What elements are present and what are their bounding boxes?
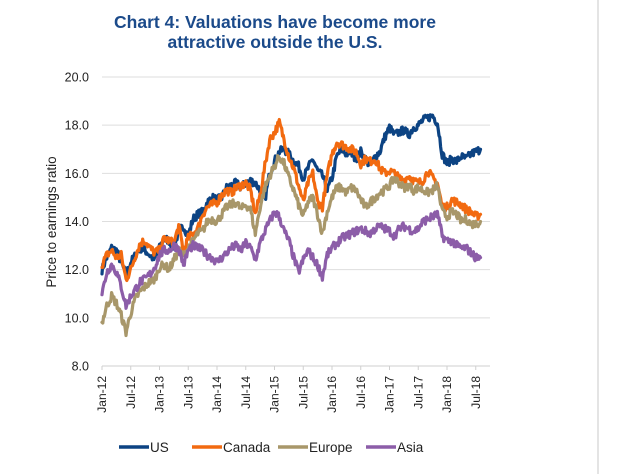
legend-label-europe: Europe xyxy=(309,440,353,455)
x-tick-label: Jul-15 xyxy=(296,376,310,409)
y-tick-label: 14.0 xyxy=(65,215,89,229)
x-tick-label: Jan-16 xyxy=(325,376,339,413)
y-tick-label: 18.0 xyxy=(65,119,89,133)
x-tick-label: Jul-18 xyxy=(469,376,483,409)
series-lines xyxy=(100,113,483,338)
y-axis-label: Price to earnings ratio xyxy=(44,156,59,287)
legend-label-canada: Canada xyxy=(223,440,271,455)
series-line-canada xyxy=(100,117,483,283)
y-tick-label: 10.0 xyxy=(65,311,89,325)
y-axis-ticks: 8.0 10.0 12.0 14.0 16.0 18.0 20.0 xyxy=(65,71,89,374)
series-line-europe xyxy=(100,154,483,338)
x-tick-label: Jan-18 xyxy=(440,376,454,413)
chart-title-line-2: attractive outside the U.S. xyxy=(167,32,383,52)
x-tick-label: Jan-15 xyxy=(268,376,282,413)
chart-title-line-1: Chart 4: Valuations have become more xyxy=(114,12,436,32)
y-tick-label: 16.0 xyxy=(65,167,89,181)
legend-label-asia: Asia xyxy=(397,440,424,455)
page-divider xyxy=(597,0,599,474)
legend: US Canada Europe Asia xyxy=(119,440,424,455)
x-tick-label: Jul-17 xyxy=(411,376,425,409)
x-tick-label: Jan-12 xyxy=(95,376,109,413)
series-line-asia xyxy=(100,209,483,310)
x-tick-label: Jul-13 xyxy=(181,376,195,409)
chart-title: Chart 4: Valuations have become more att… xyxy=(100,12,450,52)
x-tick-label: Jul-16 xyxy=(354,376,368,409)
x-axis-ticks: Jan-12 Jul-12 Jan-13 Jul-13 Jan-14 Jul-14 Jan-… xyxy=(95,376,483,413)
x-tick-label: Jan-13 xyxy=(153,376,167,413)
y-tick-label: 12.0 xyxy=(65,263,89,277)
x-axis xyxy=(101,365,490,370)
x-tick-label: Jan-14 xyxy=(210,376,224,413)
x-tick-label: Jul-12 xyxy=(124,376,138,409)
x-tick-label: Jul-14 xyxy=(239,376,253,409)
y-tick-label: 8.0 xyxy=(72,360,89,374)
x-tick-label: Jan-17 xyxy=(383,376,397,413)
y-tick-label: 20.0 xyxy=(65,71,89,85)
legend-label-us: US xyxy=(150,440,169,455)
